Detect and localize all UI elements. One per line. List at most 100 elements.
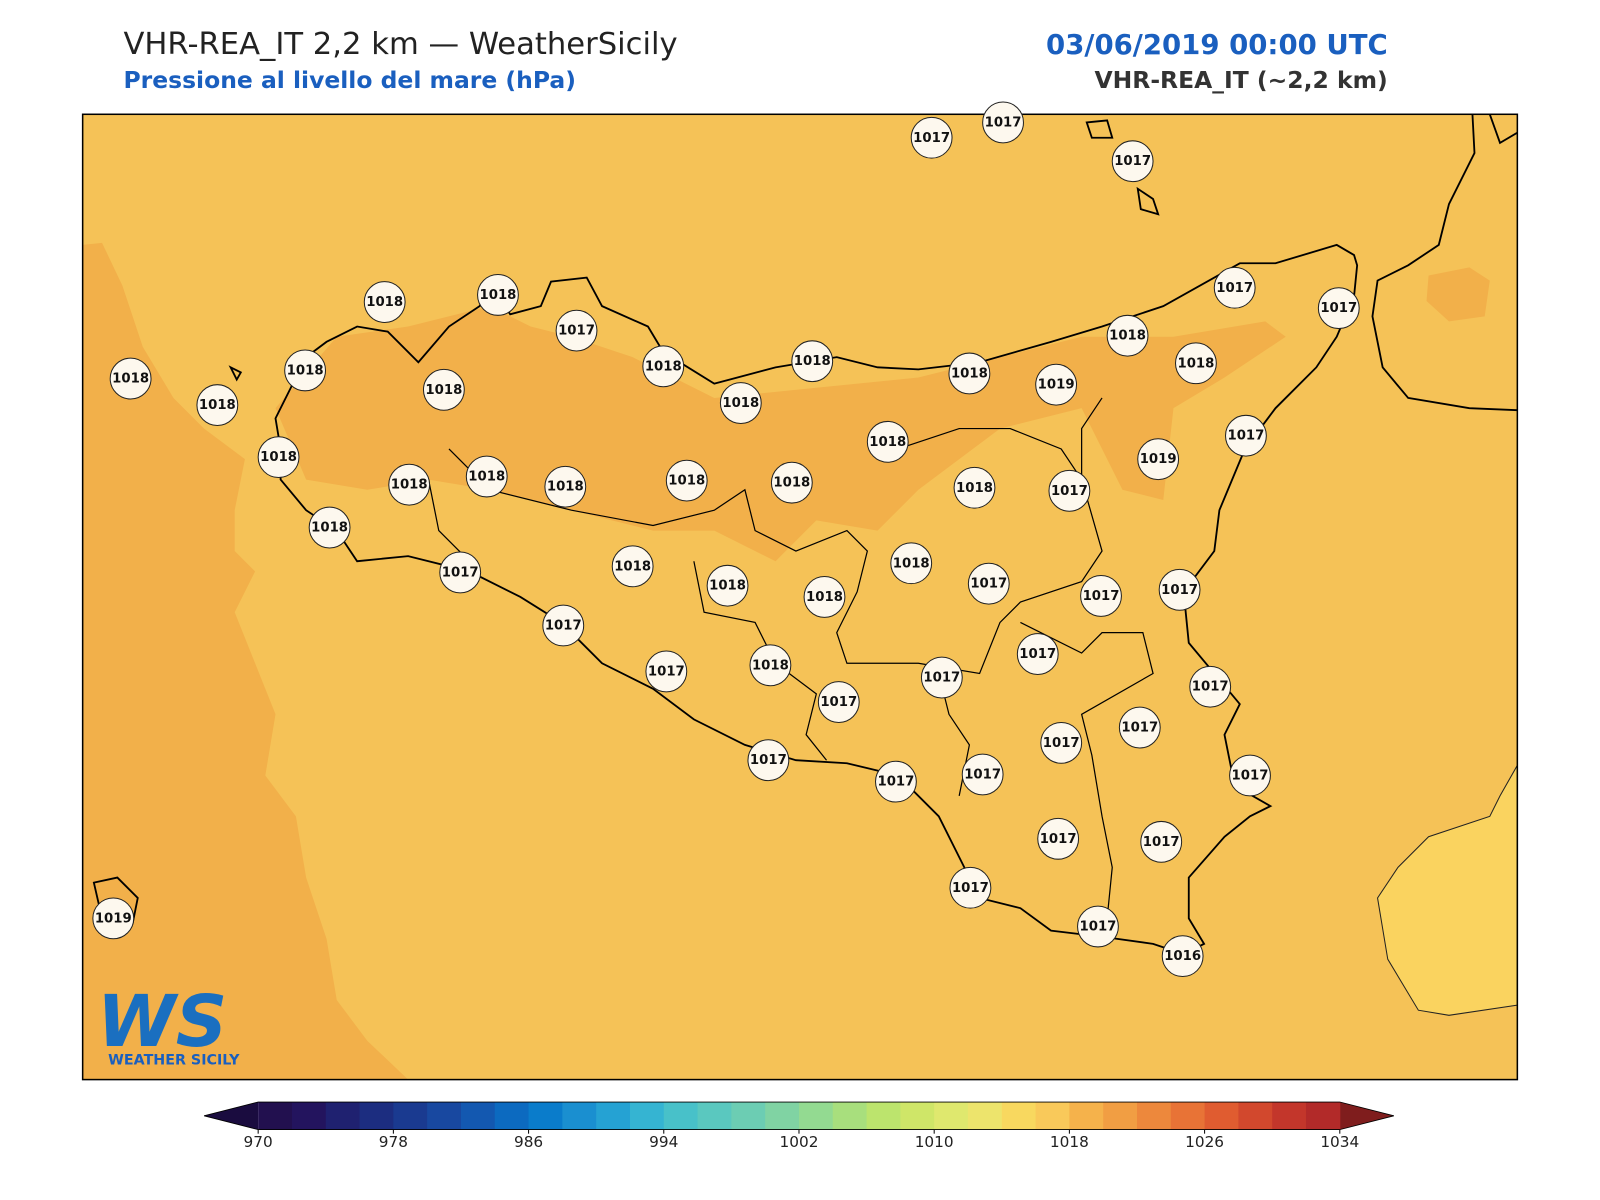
station-marker — [257, 436, 300, 479]
colorbar-tick-label: 994 — [649, 1133, 678, 1151]
station: 1017 — [949, 866, 992, 909]
station: 1017 — [967, 562, 1010, 605]
station-value: 1017 — [1320, 301, 1357, 316]
station: 1019 — [1035, 363, 1078, 406]
station: 1017 — [982, 101, 1024, 144]
station-value: 1017 — [913, 131, 950, 146]
station-marker — [890, 542, 933, 585]
station: 1018 — [1106, 314, 1149, 357]
station-value: 1017 — [1227, 429, 1264, 444]
station-marker — [953, 466, 996, 509]
station-value: 1018 — [391, 478, 428, 493]
station: 1017 — [1118, 706, 1161, 749]
station-marker — [1175, 342, 1217, 385]
station-marker — [961, 753, 1004, 796]
station: 1017 — [1140, 820, 1183, 863]
station-value: 1018 — [956, 481, 993, 496]
station: 1018 — [308, 506, 351, 549]
station-value: 1018 — [366, 295, 403, 310]
station-value: 1018 — [468, 470, 505, 485]
station: 1017 — [910, 116, 953, 159]
station-value: 1018 — [614, 559, 651, 574]
station: 1019 — [92, 897, 135, 940]
station: 1018 — [257, 436, 300, 479]
station-value: 1017 — [545, 619, 582, 634]
station-value: 1017 — [964, 767, 1001, 782]
colorbar-bin — [1069, 1102, 1104, 1130]
station-marker — [770, 461, 813, 504]
colorbar-bin — [731, 1102, 766, 1130]
station: 1018 — [544, 465, 587, 508]
colorbar-bin — [934, 1102, 969, 1130]
colorbar-bin — [562, 1102, 597, 1130]
station-marker — [477, 273, 519, 316]
colorbar-bin — [900, 1102, 935, 1130]
station-value: 1017 — [750, 753, 787, 768]
station-value: 1018 — [311, 521, 348, 536]
station-marker — [866, 420, 909, 463]
station-marker — [542, 604, 585, 647]
logo: WS WEATHER SICILY — [97, 980, 240, 1068]
station-marker — [611, 545, 654, 588]
station-value: 1018 — [794, 354, 831, 369]
station-marker — [1037, 817, 1080, 860]
station: 1018 — [890, 542, 933, 585]
station-marker — [1111, 140, 1154, 183]
colorbar-tick-label: 1026 — [1185, 1133, 1224, 1151]
colorbar-bin — [1035, 1102, 1070, 1130]
station: 1018 — [477, 273, 519, 316]
station-marker — [920, 656, 963, 699]
station-marker — [1016, 633, 1059, 675]
station: 1017 — [1189, 665, 1232, 708]
station: 1017 — [1048, 469, 1091, 512]
colorbar-bin — [494, 1102, 530, 1130]
station: 1018 — [642, 345, 685, 388]
station-marker — [388, 463, 431, 506]
station-value: 1017 — [923, 671, 960, 686]
stations: 1017 1017 1017 1018 1018 1017 1017 1017 1018 1018… — [92, 101, 1360, 978]
station: 1017 — [1016, 633, 1059, 675]
station-marker — [1035, 363, 1078, 406]
station-value: 1018 — [480, 288, 517, 303]
colorbar-bin — [393, 1102, 428, 1130]
colorbar-bin — [1272, 1102, 1307, 1130]
station: 1017 — [645, 650, 688, 693]
station-marker — [465, 455, 508, 498]
station: 1018 — [803, 576, 846, 618]
station: 1018 — [465, 455, 508, 498]
station-value: 1017 — [952, 881, 989, 896]
station-value: 1017 — [648, 664, 685, 679]
station: 1017 — [1229, 754, 1271, 797]
station: 1017 — [1213, 266, 1256, 309]
station: 1018 — [706, 564, 749, 607]
station-marker — [719, 382, 762, 424]
station-value: 1018 — [287, 363, 324, 378]
colorbar-bin — [1103, 1102, 1138, 1130]
station-marker — [749, 644, 792, 687]
station: 1018 — [1175, 342, 1217, 385]
station: 1017 — [817, 681, 860, 723]
colorbar-bin — [765, 1102, 800, 1130]
station-marker — [284, 349, 327, 392]
station-marker — [1140, 820, 1183, 863]
colorbar-bin — [325, 1102, 361, 1130]
colorbar-bin — [359, 1102, 394, 1130]
model: VHR-REA_IT (~2,2 km) — [1094, 66, 1387, 94]
station: 1018 — [749, 644, 792, 687]
colorbar-bin — [967, 1102, 1003, 1130]
station-value: 1017 — [1043, 736, 1080, 751]
station-marker — [665, 459, 708, 502]
station: 1018 — [109, 357, 152, 400]
station-value: 1018 — [645, 359, 682, 374]
station-value: 1018 — [260, 450, 297, 465]
station: 1017 — [920, 656, 963, 699]
station-marker — [910, 116, 953, 159]
station: 1016 — [1161, 935, 1204, 978]
colorbar-bin — [258, 1102, 293, 1130]
station: 1017 — [1158, 568, 1201, 611]
station-value: 1017 — [1040, 832, 1077, 847]
station-marker — [948, 352, 991, 395]
station-value: 1018 — [199, 398, 236, 413]
station-marker — [196, 384, 239, 427]
station-value: 1017 — [1216, 281, 1253, 296]
